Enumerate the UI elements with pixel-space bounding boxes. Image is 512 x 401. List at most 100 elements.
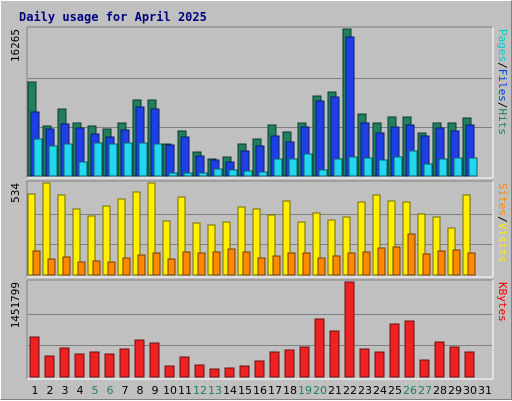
bar-visits-day-18 — [282, 200, 291, 276]
bar-sites-day-6 — [107, 261, 116, 276]
bar-kbytes-day-16 — [254, 360, 265, 378]
bar-kbytes-day-24 — [374, 351, 385, 378]
bar-sites-day-26 — [407, 233, 416, 276]
day-label-20: 20 — [313, 384, 327, 397]
bar-files-day-20 — [315, 100, 325, 177]
day-label-17: 17 — [268, 384, 282, 397]
bar-kbytes-day-26 — [404, 320, 415, 378]
bar-kbytes-day-9 — [149, 342, 160, 378]
bar-visits-day-4 — [72, 208, 81, 276]
bar-sites-day-10 — [167, 258, 176, 276]
legend-item: KBytes — [496, 282, 509, 322]
bar-kbytes-day-21 — [329, 330, 340, 378]
bar-kbytes-day-6 — [104, 353, 115, 378]
bar-pages-day-25 — [393, 156, 403, 177]
bar-sites-day-17 — [272, 255, 281, 276]
bar-visits-day-6 — [102, 205, 111, 276]
bar-sites-day-19 — [302, 252, 311, 276]
bar-pages-day-22 — [348, 156, 358, 177]
bar-visits-day-30 — [462, 194, 471, 276]
bar-kbytes-day-15 — [239, 365, 250, 378]
day-label-6: 6 — [107, 384, 114, 397]
bar-kbytes-day-28 — [434, 341, 445, 378]
day-label-14: 14 — [223, 384, 237, 397]
bar-kbytes-day-10 — [164, 365, 175, 378]
bar-pages-day-8 — [138, 142, 148, 177]
bar-sites-day-11 — [182, 251, 191, 276]
bar-pages-day-5 — [93, 142, 103, 177]
day-label-4: 4 — [77, 384, 84, 397]
bar-kbytes-day-22 — [344, 281, 355, 378]
bar-kbytes-day-5 — [89, 351, 100, 378]
bar-visits-day-17 — [267, 214, 276, 276]
bar-sites-day-30 — [467, 252, 476, 276]
bar-pages-day-4 — [78, 161, 88, 177]
bar-pages-day-30 — [468, 157, 478, 177]
bar-kbytes-day-29 — [449, 346, 460, 378]
day-label-19: 19 — [298, 384, 312, 397]
bar-visits-day-8 — [132, 191, 141, 276]
bar-sites-day-24 — [377, 247, 386, 276]
bar-kbytes-day-17 — [269, 351, 280, 378]
legend-item: Hits — [496, 109, 509, 136]
bar-visits-day-9 — [147, 182, 156, 276]
bar-pages-day-1 — [33, 138, 43, 177]
day-label-15: 15 — [238, 384, 252, 397]
bar-visits-day-22 — [342, 216, 351, 276]
day-label-27: 27 — [418, 384, 432, 397]
bar-pages-day-7 — [123, 142, 133, 177]
day-label-28: 28 — [433, 384, 447, 397]
bar-pages-day-27 — [423, 163, 433, 177]
day-label-26: 26 — [403, 384, 417, 397]
bar-visits-day-16 — [252, 208, 261, 276]
bar-kbytes-day-19 — [299, 346, 310, 378]
bar-kbytes-day-2 — [44, 355, 55, 378]
bar-kbytes-day-25 — [389, 323, 400, 378]
legend-item: / — [496, 62, 509, 69]
panel-pages-files-hits: 16265 Pages/Files/Hits — [9, 26, 509, 179]
bar-visits-day-20 — [312, 212, 321, 276]
bar-sites-day-27 — [422, 253, 431, 276]
bar-kbytes-day-14 — [224, 367, 235, 378]
bar-visits-day-10 — [162, 220, 171, 276]
bar-pages-day-29 — [453, 157, 463, 177]
bar-pages-day-17 — [273, 158, 283, 177]
bar-pages-day-12 — [198, 172, 208, 177]
bar-kbytes-day-27 — [419, 359, 430, 378]
bar-kbytes-day-12 — [194, 364, 205, 378]
day-label-12: 12 — [193, 384, 207, 397]
bar-sites-day-28 — [437, 250, 446, 276]
bar-visits-day-28 — [432, 216, 441, 276]
bar-sites-day-12 — [197, 252, 206, 276]
bar-visits-day-23 — [357, 201, 366, 276]
bar-pages-day-28 — [438, 158, 448, 177]
bar-kbytes-day-4 — [74, 353, 85, 378]
legend-item: Visits — [496, 223, 509, 263]
bar-visits-day-5 — [87, 215, 96, 276]
legend-item: Pages — [496, 29, 509, 62]
bar-files-day-11 — [180, 136, 190, 177]
bar-visits-day-2 — [42, 182, 51, 276]
bar-visits-day-25 — [387, 200, 396, 276]
bar-kbytes-day-3 — [59, 347, 70, 378]
day-label-2: 2 — [47, 384, 54, 397]
bar-sites-day-15 — [242, 251, 251, 276]
bar-visits-day-7 — [117, 198, 126, 276]
bar-visits-day-24 — [372, 194, 381, 276]
bar-pages-day-11 — [183, 172, 193, 177]
legend-item: Files — [496, 69, 509, 102]
bar-sites-day-18 — [287, 252, 296, 276]
legend-item: / — [496, 102, 509, 109]
bar-sites-day-8 — [137, 254, 146, 276]
bar-visits-day-13 — [207, 224, 216, 276]
bar-pages-day-14 — [228, 169, 238, 177]
bar-sites-day-25 — [392, 246, 401, 276]
bar-sites-day-22 — [347, 252, 356, 276]
bar-pages-day-19 — [303, 153, 313, 177]
legend: Pages/Files/Hits — [496, 29, 509, 135]
bar-kbytes-day-8 — [134, 339, 145, 378]
legend-item: / — [496, 216, 509, 223]
bar-visits-day-27 — [417, 213, 426, 276]
